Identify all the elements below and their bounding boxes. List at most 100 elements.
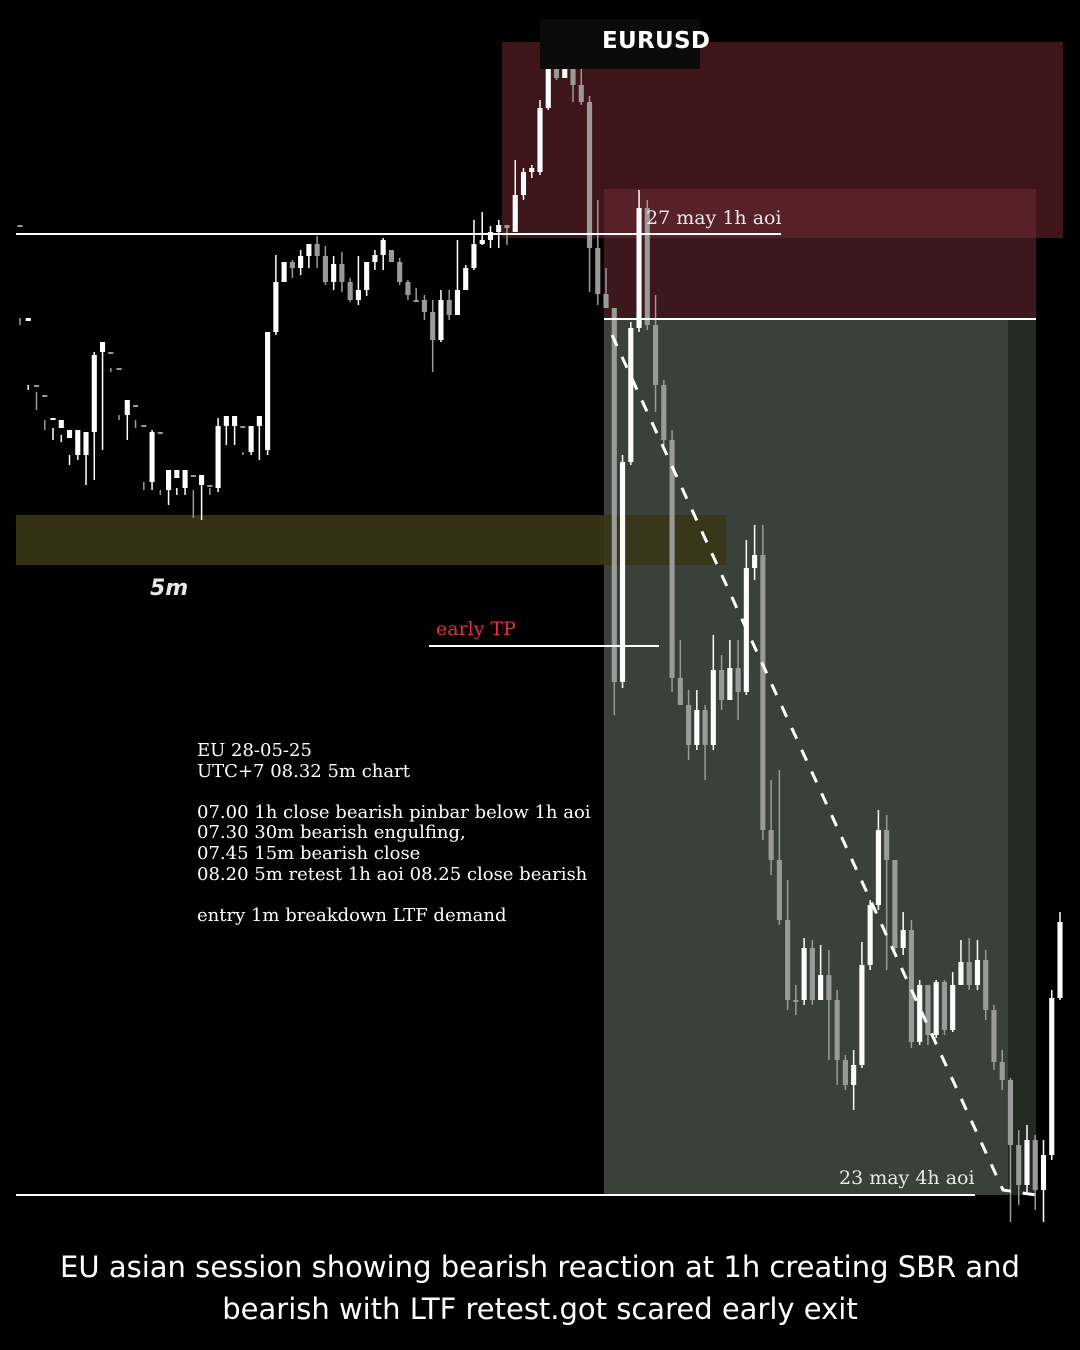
candle-body	[611, 308, 617, 682]
note-line: 08.20 5m retest 1h aoi 08.25 close beari…	[197, 863, 588, 885]
candle-body	[578, 85, 584, 102]
candle-body	[463, 268, 469, 290]
candle-body	[256, 416, 262, 426]
candle-body	[719, 670, 725, 700]
candle-body	[108, 352, 114, 354]
candle-body	[933, 982, 939, 1035]
candle-body	[174, 470, 180, 478]
caption: EU asian session showing bearish reactio…	[0, 1246, 1080, 1330]
candle-body	[661, 385, 667, 440]
note-line: EU 28-05-25	[197, 740, 312, 761]
candle-body	[884, 830, 890, 860]
timeframe-label: 5m	[150, 576, 189, 601]
aoi-1h-zone	[604, 189, 1036, 319]
candle-body	[859, 965, 865, 1065]
candle-body	[248, 426, 254, 452]
ltf-demand-band	[16, 515, 726, 565]
candle-body	[735, 668, 741, 692]
note-line: UTC+7 08.32 5m chart	[197, 760, 410, 782]
candle-body	[999, 1062, 1005, 1080]
candle-body	[405, 282, 411, 295]
candle-body	[479, 240, 485, 244]
candle-body	[83, 432, 89, 455]
candle-body	[454, 290, 461, 315]
candle-body	[983, 960, 989, 1010]
candle-body	[58, 420, 64, 428]
candle-body	[801, 948, 807, 1000]
candle-body	[141, 425, 147, 427]
candle-body	[190, 475, 196, 477]
candle-body	[91, 355, 97, 432]
candle-body	[851, 1065, 857, 1085]
candle-body	[785, 920, 791, 1000]
note-gap	[197, 782, 591, 803]
candle-body	[364, 262, 370, 290]
candle-body	[397, 262, 403, 282]
candle-body	[182, 470, 188, 488]
candle-body	[875, 830, 881, 905]
candle-body	[281, 262, 287, 282]
candle-body	[1032, 1140, 1038, 1190]
candle-body	[149, 432, 155, 482]
candle-body	[1024, 1140, 1030, 1185]
candle-body	[991, 1010, 997, 1062]
symbol-label: EURUSD	[602, 28, 711, 54]
candle-body	[132, 405, 139, 407]
candle-body	[388, 250, 394, 262]
candle-body	[430, 312, 436, 340]
candle-body	[644, 208, 650, 325]
aoi-1h-label: 27 may 1h aoi	[646, 207, 782, 229]
candle-body	[50, 418, 56, 420]
candle-body	[727, 668, 733, 700]
candle-body	[306, 244, 312, 256]
note-line: entry 1m breakdown LTF demand	[197, 904, 507, 926]
candle-body	[743, 568, 749, 692]
candle-body	[298, 256, 304, 268]
candle-body	[17, 225, 23, 227]
candle-body	[331, 264, 337, 282]
candle-body	[776, 860, 782, 920]
candle-body	[677, 678, 683, 705]
candle-body	[265, 332, 271, 450]
profit-zone	[604, 319, 1036, 1195]
candle-body	[421, 300, 428, 312]
candle-body	[520, 172, 527, 195]
candle-body	[628, 328, 634, 462]
candle-body	[215, 426, 221, 488]
candle-body	[355, 290, 361, 300]
candle-body	[413, 300, 419, 302]
candle-body	[446, 300, 452, 315]
candle-body	[380, 240, 386, 255]
candle-body	[289, 262, 295, 268]
aoi-4h-label: 23 may 4h aoi	[839, 1167, 975, 1189]
candle-body	[99, 342, 106, 352]
note-line: 07.00 1h close bearish pinbar below 1h a…	[197, 801, 591, 823]
candle-body	[892, 860, 898, 948]
candle-body	[694, 710, 700, 745]
candle-body	[504, 225, 510, 228]
symbol-badge	[540, 19, 700, 69]
caption-line-2: bearish with LTF retest.got scared early…	[222, 1292, 858, 1326]
candle-body	[966, 962, 972, 985]
candle-body	[25, 318, 31, 321]
profit-zone-right-strip	[1008, 319, 1036, 1195]
candle-body	[1016, 1145, 1022, 1185]
candle-body	[867, 905, 873, 965]
candle-body	[917, 985, 923, 1042]
candle-body	[752, 555, 758, 568]
candle-body	[240, 426, 246, 428]
candle-body	[974, 960, 981, 985]
candle-body	[529, 168, 535, 172]
candle-body	[809, 948, 815, 1000]
candle-body	[157, 432, 163, 434]
candle-body	[958, 962, 964, 985]
note-gap	[197, 885, 591, 906]
candle-body	[950, 985, 956, 1030]
candle-body	[686, 705, 692, 745]
candle-body	[199, 475, 205, 485]
candle-body	[33, 385, 40, 387]
candle-body	[42, 395, 48, 397]
candle-body	[166, 470, 172, 490]
candle-body	[66, 430, 73, 438]
